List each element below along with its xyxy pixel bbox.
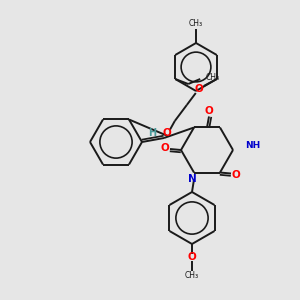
Text: NH: NH	[245, 142, 260, 151]
Text: CH₃: CH₃	[185, 272, 199, 280]
Text: O: O	[194, 84, 203, 94]
Text: CH₃: CH₃	[189, 20, 203, 28]
Text: O: O	[205, 106, 213, 116]
Text: O: O	[160, 143, 169, 153]
Text: CH₃: CH₃	[205, 74, 219, 82]
Text: O: O	[232, 169, 240, 179]
Text: O: O	[188, 252, 196, 262]
Text: N: N	[188, 173, 196, 184]
Text: H: H	[148, 128, 156, 138]
Text: O: O	[162, 128, 171, 138]
